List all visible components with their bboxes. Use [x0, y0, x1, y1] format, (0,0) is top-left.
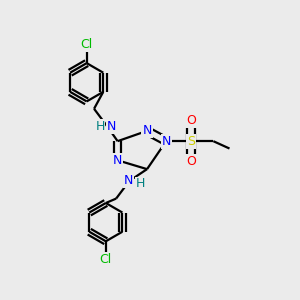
- Text: H: H: [136, 177, 145, 190]
- Text: O: O: [186, 114, 196, 127]
- Text: Cl: Cl: [81, 38, 93, 51]
- Text: H: H: [95, 120, 105, 133]
- Text: N: N: [107, 120, 116, 133]
- Text: O: O: [186, 155, 196, 168]
- Text: N: N: [161, 135, 171, 148]
- Text: S: S: [187, 135, 195, 148]
- Text: N: N: [113, 154, 122, 167]
- Text: N: N: [124, 174, 133, 188]
- Text: N: N: [142, 124, 152, 137]
- Text: Cl: Cl: [100, 253, 112, 266]
